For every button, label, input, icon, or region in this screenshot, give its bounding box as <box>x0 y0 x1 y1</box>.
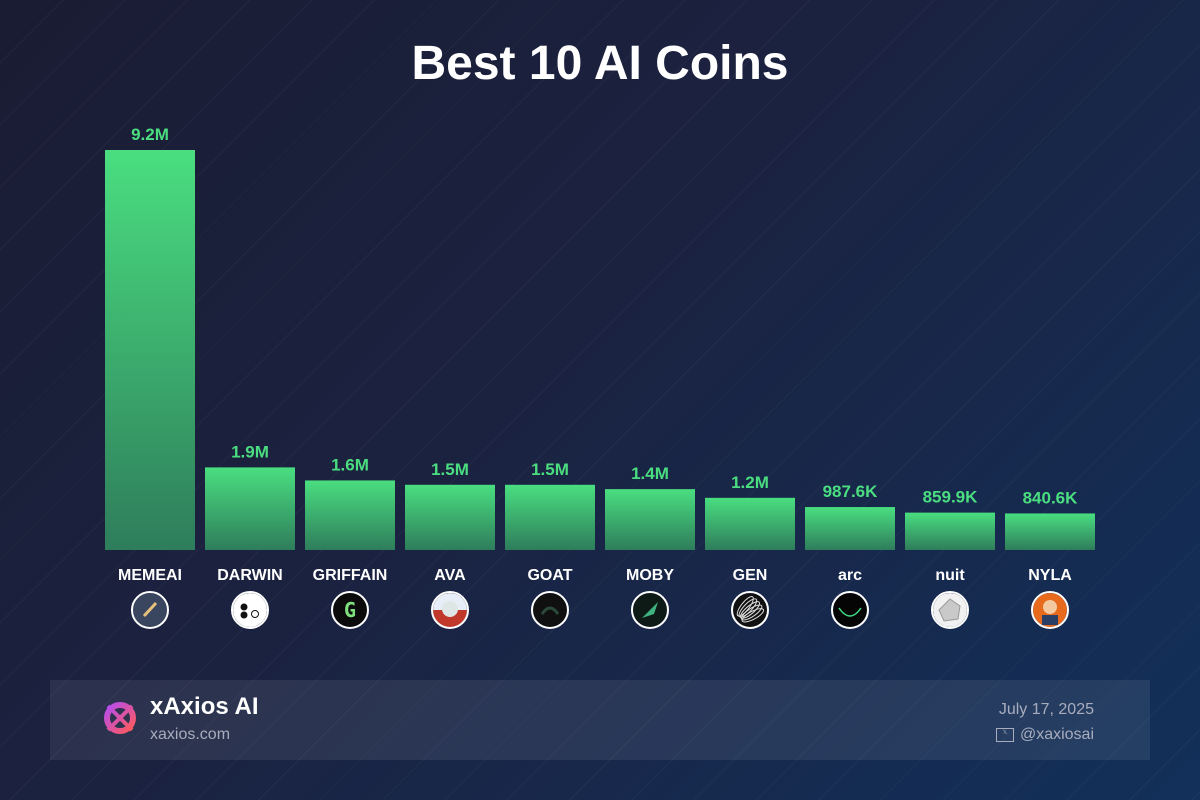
bar-darwin[interactable] <box>205 467 295 550</box>
report-date: July 17, 2025 <box>998 701 1094 718</box>
nyla-token-icon <box>1031 591 1069 629</box>
value-label: 1.5M <box>531 460 569 479</box>
chart-title: Best 10 AI Coins <box>411 37 789 90</box>
category-label: GOAT <box>527 567 572 584</box>
moby-token-icon <box>631 591 669 629</box>
bar-ava[interactable] <box>405 484 495 550</box>
darwin-token-icon <box>231 591 269 629</box>
social-handle-text: @xaxiosai <box>1019 726 1094 743</box>
value-label: 987.6K <box>823 482 879 501</box>
bar-gen[interactable] <box>705 497 795 550</box>
bar-nyla[interactable] <box>1005 513 1095 550</box>
bar-chart: 9.2M MEMEAI 1.9M DARWIN 1.6M GRIFFAIN G 1.5M AVA… <box>105 125 1095 629</box>
category-label: GEN <box>733 567 768 584</box>
value-label: 1.4M <box>631 464 669 483</box>
value-label: 1.5M <box>431 460 469 479</box>
bar-nuit[interactable] <box>905 512 995 550</box>
x-icon: 𝕏 <box>995 727 1014 742</box>
brand-url[interactable]: xaxios.com <box>150 726 231 743</box>
category-label: NYLA <box>1028 567 1072 584</box>
gen-token-icon <box>731 591 769 629</box>
value-label: 840.6K <box>1023 488 1079 507</box>
footer: xAxios AI xaxios.com July 17, 2025 𝕏 @xax… <box>50 680 1150 760</box>
arc-token-icon <box>831 591 869 629</box>
category-label: GRIFFAIN <box>313 567 388 584</box>
ava-token-icon <box>431 591 469 629</box>
value-label: 1.9M <box>231 442 269 461</box>
bar-moby[interactable] <box>605 489 695 550</box>
value-label: 859.9K <box>923 488 979 507</box>
category-label: MOBY <box>626 567 674 584</box>
griffain-token-icon: G <box>331 591 369 629</box>
svg-text:G: G <box>344 598 356 622</box>
nuit-token-icon <box>931 591 969 629</box>
bar-memeai[interactable] <box>105 150 195 550</box>
category-label: nuit <box>935 567 965 584</box>
category-label: arc <box>838 567 862 584</box>
memeai-token-icon <box>131 591 169 629</box>
value-label: 1.2M <box>731 473 769 492</box>
goat-token-icon <box>531 591 569 629</box>
social-handle[interactable]: 𝕏 @xaxiosai <box>995 726 1094 744</box>
bar-griffain[interactable] <box>305 480 395 550</box>
value-label: 1.6M <box>331 455 369 474</box>
bar-arc[interactable] <box>805 507 895 550</box>
bar-goat[interactable] <box>505 484 595 550</box>
category-label: MEMEAI <box>118 567 182 584</box>
category-label: AVA <box>434 567 466 584</box>
brand-name: xAxios AI <box>150 693 259 720</box>
value-label: 9.2M <box>131 125 169 144</box>
xaxios-logo-icon <box>104 702 136 734</box>
category-label: DARWIN <box>217 567 282 584</box>
